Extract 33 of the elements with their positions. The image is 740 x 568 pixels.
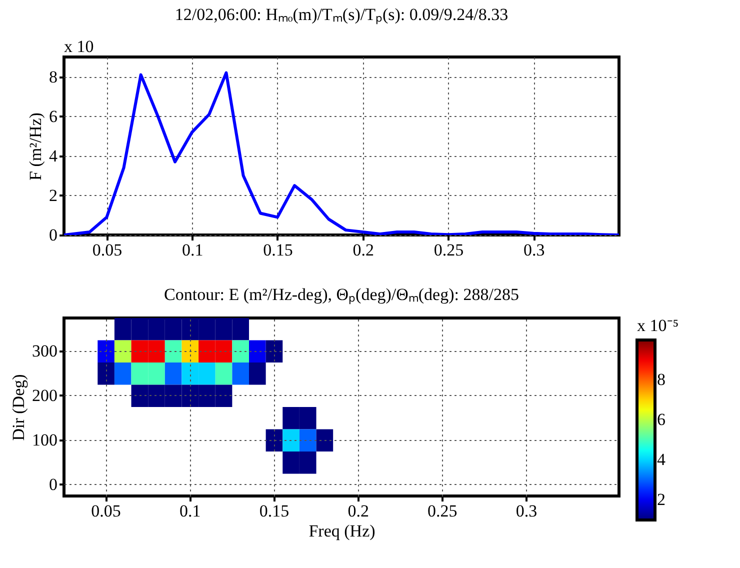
x-tick-label: 0.1 bbox=[180, 502, 201, 520]
color-bar-title: x 10⁻⁵ bbox=[637, 316, 679, 335]
color-bar-label: 6 bbox=[657, 410, 666, 429]
y-tick-label: 2 bbox=[49, 186, 58, 205]
x-tick-label: 0.1 bbox=[182, 240, 204, 260]
color-bar-label: 4 bbox=[657, 450, 666, 469]
x-tick-label: 0.05 bbox=[91, 502, 121, 520]
x-tick-label: 0.15 bbox=[263, 240, 293, 260]
chart-title: 12/02,06:00: Hₘₒ(m)/Tₘ(s)/Tₚ(s): 0.09/9.24/8.33 bbox=[174, 5, 508, 25]
line-series bbox=[64, 71, 619, 235]
x-tick-label: 0.25 bbox=[434, 240, 464, 260]
color-bar-label: 8 bbox=[657, 370, 666, 389]
y-tick-label: 200 bbox=[32, 386, 58, 405]
x-tick-label: 0.2 bbox=[352, 240, 374, 260]
y-tick-label: 100 bbox=[32, 430, 58, 450]
text: x 10 bbox=[64, 37, 94, 56]
y-axis-title: Dir (Deg) bbox=[9, 374, 28, 441]
y-axis-title: F (m²/Hz) bbox=[26, 112, 45, 180]
x-tick-label: 0.2 bbox=[348, 502, 369, 520]
y-tick-label: 6 bbox=[49, 106, 58, 126]
x-axis-title: Freq (Hz) bbox=[308, 522, 376, 540]
x-tick-label: 0.15 bbox=[259, 502, 290, 520]
y-tick-label: 300 bbox=[32, 341, 58, 360]
color-bar-label: 2 bbox=[657, 490, 666, 509]
y-tick-label: 4 bbox=[49, 146, 58, 166]
y-tick-label: 0 bbox=[49, 226, 58, 244]
x-tick-label: 0.25 bbox=[428, 502, 458, 520]
chart-title: Contour: E (m²/Hz-deg), Θₚ(deg)/Θₘ(deg): 288/285 bbox=[164, 285, 519, 305]
y-tick-label: 8 bbox=[49, 67, 58, 86]
x-tick-label: 0.3 bbox=[523, 240, 545, 260]
x-tick-label: 0.3 bbox=[516, 502, 538, 520]
x-tick-label: 0.05 bbox=[92, 240, 122, 260]
y-tick-label: 0 bbox=[49, 474, 58, 494]
